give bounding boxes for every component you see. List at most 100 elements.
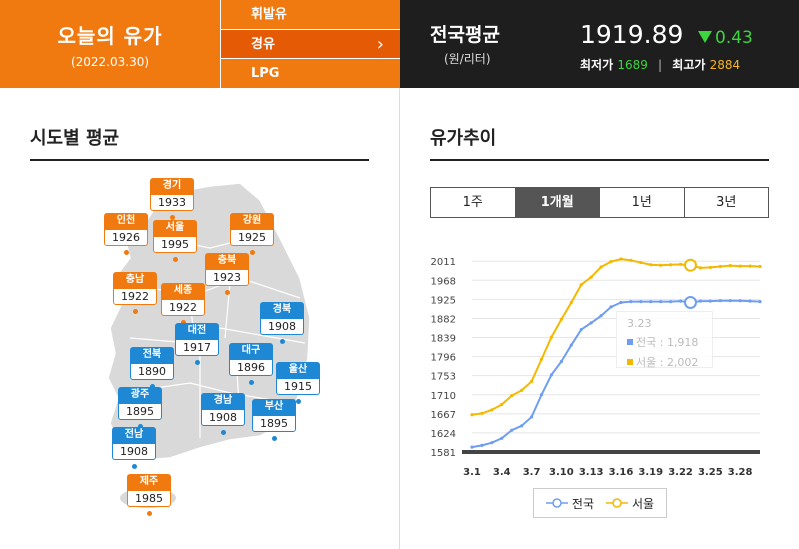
region-pin[interactable]: 대전 1917 — [175, 323, 219, 365]
region-price: 1926 — [104, 229, 148, 246]
fuel-tab-lpg[interactable]: LPG — [220, 58, 400, 88]
region-pin[interactable]: 충북 1923 — [205, 253, 249, 295]
data-point — [480, 443, 484, 447]
region-pin[interactable]: 광주 1895 — [118, 387, 162, 429]
data-point — [619, 300, 623, 305]
tab-3year[interactable]: 3년 — [684, 188, 768, 217]
region-price: 1917 — [175, 339, 219, 356]
y-tick-label: 2011 — [431, 257, 456, 268]
data-point — [758, 264, 762, 269]
data-point — [718, 299, 722, 303]
region-marker-dot — [296, 399, 301, 404]
data-point — [559, 317, 563, 321]
region-pin[interactable]: 강원 1925 — [230, 213, 274, 255]
data-point — [470, 445, 474, 449]
x-tick-label: 3.4 — [493, 467, 511, 478]
legend-national[interactable]: 전국 — [545, 495, 594, 512]
region-name: 대구 — [229, 343, 273, 359]
data-point — [490, 441, 494, 445]
data-point — [748, 299, 752, 303]
data-point — [748, 264, 752, 268]
region-marker-dot — [150, 384, 155, 389]
region-name: 경북 — [260, 302, 304, 318]
region-name: 광주 — [118, 387, 162, 403]
region-marker-dot — [124, 250, 129, 255]
region-pin[interactable]: 전남 1908 — [112, 427, 156, 469]
regional-title: 시도별 평균 — [30, 128, 120, 149]
data-point — [529, 415, 534, 419]
region-price: 1922 — [161, 299, 205, 316]
data-point — [678, 299, 683, 303]
data-point — [510, 428, 514, 432]
data-point — [738, 264, 742, 268]
top-bar: 오늘의 유가 (2022.03.30) 휘발유 경유 › LPG 전국평균 (원/… — [0, 0, 799, 88]
data-point — [500, 436, 504, 440]
data-point — [619, 257, 623, 261]
y-tick-label: 1796 — [431, 353, 456, 364]
region-marker-dot — [221, 430, 226, 435]
region-pin[interactable]: 경북 1908 — [260, 302, 304, 344]
y-tick-label: 1925 — [431, 295, 456, 306]
region-marker-dot — [138, 424, 143, 429]
data-point — [549, 335, 554, 339]
x-tick-label: 3.10 — [549, 467, 574, 478]
region-pin[interactable]: 경남 1908 — [201, 393, 245, 435]
data-point — [639, 260, 643, 265]
region-pin[interactable]: 서울 1995 — [153, 220, 197, 262]
tab-1week[interactable]: 1주 — [431, 188, 516, 217]
region-price: 1925 — [230, 229, 274, 246]
x-tick-label: 3.13 — [579, 467, 604, 478]
data-point — [569, 343, 573, 347]
data-point — [539, 393, 544, 397]
region-pin[interactable]: 울산 1915 — [276, 362, 320, 404]
region-name: 울산 — [276, 362, 320, 378]
data-point — [569, 300, 573, 305]
region-pin[interactable]: 전북 1890 — [130, 347, 174, 389]
chart-tooltip: 3.23 전국 : 1,918 서울 : 2,002 — [616, 311, 713, 369]
region-price: 1895 — [118, 403, 162, 420]
region-pin[interactable]: 부산 1895 — [252, 399, 296, 441]
today-title: 오늘의 유가 — [57, 24, 163, 48]
legend-seoul[interactable]: 서울 — [606, 495, 654, 512]
data-point — [669, 299, 673, 304]
region-pin[interactable]: 세종 1922 — [161, 283, 205, 325]
y-tick-label: 1710 — [431, 391, 456, 402]
region-marker-dot — [170, 215, 175, 220]
region-price: 1896 — [229, 359, 273, 376]
tab-1year[interactable]: 1년 — [600, 188, 685, 217]
data-point — [728, 299, 732, 303]
data-point — [529, 379, 534, 384]
data-point — [678, 262, 683, 266]
regional-title-underline — [30, 159, 369, 161]
data-point — [698, 266, 703, 270]
region-price: 1908 — [260, 318, 304, 335]
column-divider — [399, 88, 400, 549]
trend-title: 유가추이 — [430, 128, 497, 149]
region-marker-dot — [249, 380, 254, 385]
national-price: 1919.89 — [580, 20, 684, 49]
data-point — [659, 263, 663, 267]
data-point — [520, 388, 524, 392]
series-line — [471, 299, 761, 449]
region-marker-dot — [173, 257, 178, 262]
region-pin[interactable]: 인천 1926 — [104, 213, 148, 255]
region-price: 1985 — [127, 490, 171, 507]
region-marker-dot — [147, 511, 152, 516]
region-pin[interactable]: 충남 1922 — [113, 272, 157, 314]
region-pin[interactable]: 경기 1933 — [150, 178, 194, 220]
region-marker-dot — [132, 464, 137, 469]
fuel-tab-gasoline[interactable]: 휘발유 — [220, 0, 400, 30]
y-tick-label: 1882 — [431, 314, 456, 325]
region-price: 1923 — [205, 269, 249, 286]
region-name: 세종 — [161, 283, 205, 299]
region-pin[interactable]: 제주 1985 — [127, 474, 171, 516]
national-average-panel: 전국평균 (원/리터) 1919.89 0.43 최저가 1689 | 최고가 … — [400, 0, 799, 88]
data-point — [500, 402, 504, 407]
region-name: 충북 — [205, 253, 249, 269]
region-price: 1895 — [252, 415, 296, 432]
fuel-tab-diesel[interactable]: 경유 › — [220, 29, 400, 59]
tab-1month[interactable]: 1개월 — [515, 188, 600, 217]
region-pin[interactable]: 대구 1896 — [229, 343, 273, 385]
region-price: 1922 — [113, 288, 157, 305]
data-point — [649, 299, 653, 304]
